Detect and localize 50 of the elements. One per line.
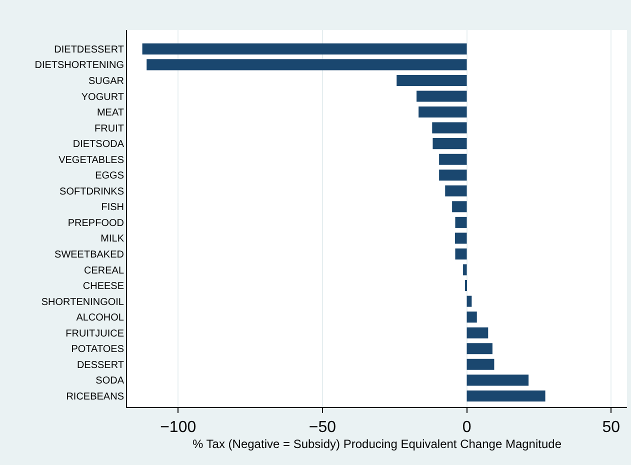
y-tick-label: DIETDESSERT	[54, 44, 124, 56]
y-tick-label: DIETSODA	[72, 139, 124, 150]
y-tick-label: DESSERT	[76, 360, 124, 371]
bar	[142, 43, 467, 54]
bar	[146, 59, 467, 70]
y-tick-label: POTATOES	[71, 344, 124, 356]
bar	[466, 343, 492, 354]
bar	[416, 90, 467, 102]
y-tick-label: CHEESE	[82, 281, 124, 292]
bar	[466, 296, 472, 307]
y-tick-label: SWEETBAKED	[54, 249, 124, 260]
y-tick-label: SHORTENINGOIL	[41, 296, 124, 308]
y-tick-label: MILK	[100, 234, 124, 245]
bar	[466, 358, 494, 370]
bar	[445, 185, 467, 196]
y-tick-label: RICEBEANS	[66, 391, 124, 402]
y-tick-label: ALCOHOL	[76, 312, 124, 324]
y-tick-label: EGGS	[95, 170, 124, 182]
x-tick-label: 50	[602, 419, 620, 436]
bar	[439, 154, 467, 165]
y-tick-label: SODA	[96, 376, 124, 387]
x-tick-label: 0	[462, 419, 472, 436]
y-tick-label: YOGURT	[81, 92, 124, 103]
bar	[466, 374, 529, 386]
bar	[418, 106, 467, 118]
bar	[396, 74, 467, 86]
bar	[452, 201, 467, 212]
y-tick-label: SUGAR	[88, 76, 124, 87]
y-tick-label: CEREAL	[84, 265, 124, 276]
bar	[432, 138, 467, 150]
bar	[466, 312, 477, 323]
bar	[454, 232, 467, 244]
x-axis-title: % Tax (Negative = Subsidy) Producing Equivalent Change Magnitude	[192, 437, 562, 452]
y-tick-label: SOFTDRINKS	[60, 186, 124, 198]
bar	[466, 327, 488, 338]
y-tick-label: FISH	[101, 202, 124, 214]
y-tick-label: DIETSHORTENING	[34, 60, 124, 72]
y-tick-label: FRUITJUICE	[66, 328, 124, 340]
bar	[432, 122, 467, 134]
bar	[466, 390, 546, 402]
bar	[455, 216, 467, 228]
x-tick-label: −100	[160, 419, 196, 436]
y-tick-label: FRUIT	[94, 123, 124, 134]
bar	[463, 264, 467, 276]
x-tick-label: −50	[308, 419, 336, 436]
y-tick-label: PREPFOOD	[68, 218, 124, 229]
y-tick-label: VEGETABLES	[58, 154, 124, 166]
bar	[439, 170, 467, 181]
y-tick-label: MEAT	[96, 108, 124, 119]
bar	[455, 248, 467, 260]
